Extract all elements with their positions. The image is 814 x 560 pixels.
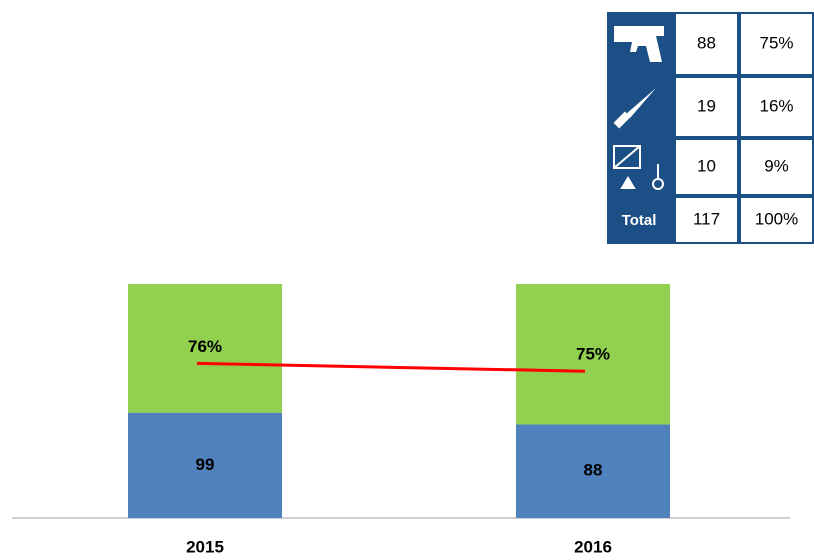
table-value: 9%: [764, 156, 789, 175]
table-value: 16%: [759, 96, 793, 115]
bar-segment: [516, 284, 670, 425]
line-label: 75%: [576, 345, 610, 364]
other-icon: [613, 145, 664, 190]
table-value: 19: [697, 96, 716, 115]
bar-segment: [128, 412, 282, 518]
x-tick-label: 2015: [186, 537, 224, 556]
table-value: 10: [697, 156, 716, 175]
table-cell: [741, 198, 812, 242]
knife-icon: [613, 88, 656, 129]
table-value: 88: [697, 33, 716, 52]
total-label: Total: [622, 212, 657, 229]
gun-icon: [614, 26, 664, 62]
table-cell: [676, 14, 737, 74]
table-cell: [676, 198, 737, 242]
data-label: 99: [196, 455, 215, 474]
table-value: 117: [693, 209, 720, 228]
table-cell: [676, 78, 737, 136]
bar-segment: [516, 424, 670, 518]
x-tick-label: 2016: [574, 537, 612, 556]
line-series: [196, 361, 586, 373]
data-label: 88: [584, 461, 603, 480]
table-value: 75%: [759, 33, 793, 52]
table-cell: [741, 14, 812, 74]
table-value: 100%: [755, 209, 798, 228]
table-cell: [676, 140, 737, 194]
line-label: 76%: [188, 337, 222, 356]
table-cell: [741, 78, 812, 136]
bar-segment: [128, 284, 282, 413]
table-cell: [741, 140, 812, 194]
